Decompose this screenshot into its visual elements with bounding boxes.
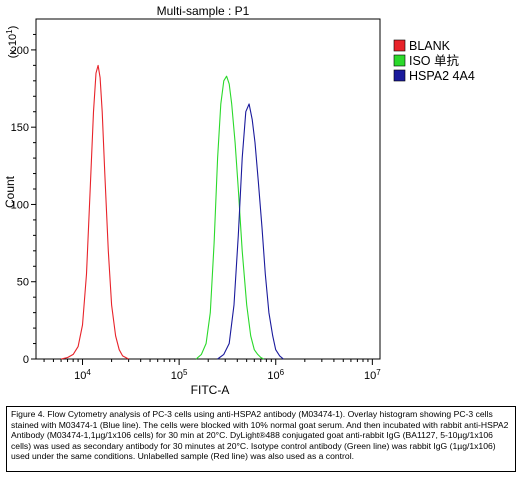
series-line-2 [195, 75, 264, 360]
x-tick-label: 104 [74, 368, 91, 383]
y-tick-label: 200 [11, 45, 29, 57]
legend-swatch [393, 54, 406, 67]
legend-label: HSPA2 4A4 [409, 69, 475, 83]
x-tick-label: 105 [171, 368, 188, 383]
legend-label: ISO 单抗 [409, 53, 460, 68]
y-tick-label: 150 [11, 122, 29, 134]
y-tick-label: 0 [23, 354, 29, 366]
plot-area-frame [35, 18, 381, 360]
flow-cytometry-figure: Multi-sample : P1 (x 101) Count FITC-A 0… [3, 4, 475, 397]
y-axis-multiplier: (x 101) [5, 26, 20, 59]
y-axis: 0 50 100 150 200 [11, 33, 36, 366]
chart-title: Multi-sample : P1 [157, 4, 250, 18]
x-axis-title: FITC-A [191, 383, 230, 397]
y-tick-label: 100 [11, 199, 29, 211]
legend-label: BLANK [409, 39, 451, 53]
y-axis-title: Count [3, 175, 17, 208]
x-tick-label: 106 [267, 368, 284, 383]
series-layer [60, 64, 284, 360]
series-line-3 [217, 103, 284, 360]
legend-swatch [393, 39, 406, 52]
x-tick-label: 107 [364, 368, 381, 383]
histogram-chart: Multi-sample : P1 (x 101) Count FITC-A 0… [3, 4, 475, 397]
legend-swatch [393, 69, 406, 82]
x-axis: 104 105 106 107 [43, 359, 381, 383]
y-tick-label: 50 [17, 277, 29, 289]
series-line-1 [60, 64, 129, 360]
figure-caption: Figure 4. Flow Cytometry analysis of PC-… [6, 406, 516, 472]
